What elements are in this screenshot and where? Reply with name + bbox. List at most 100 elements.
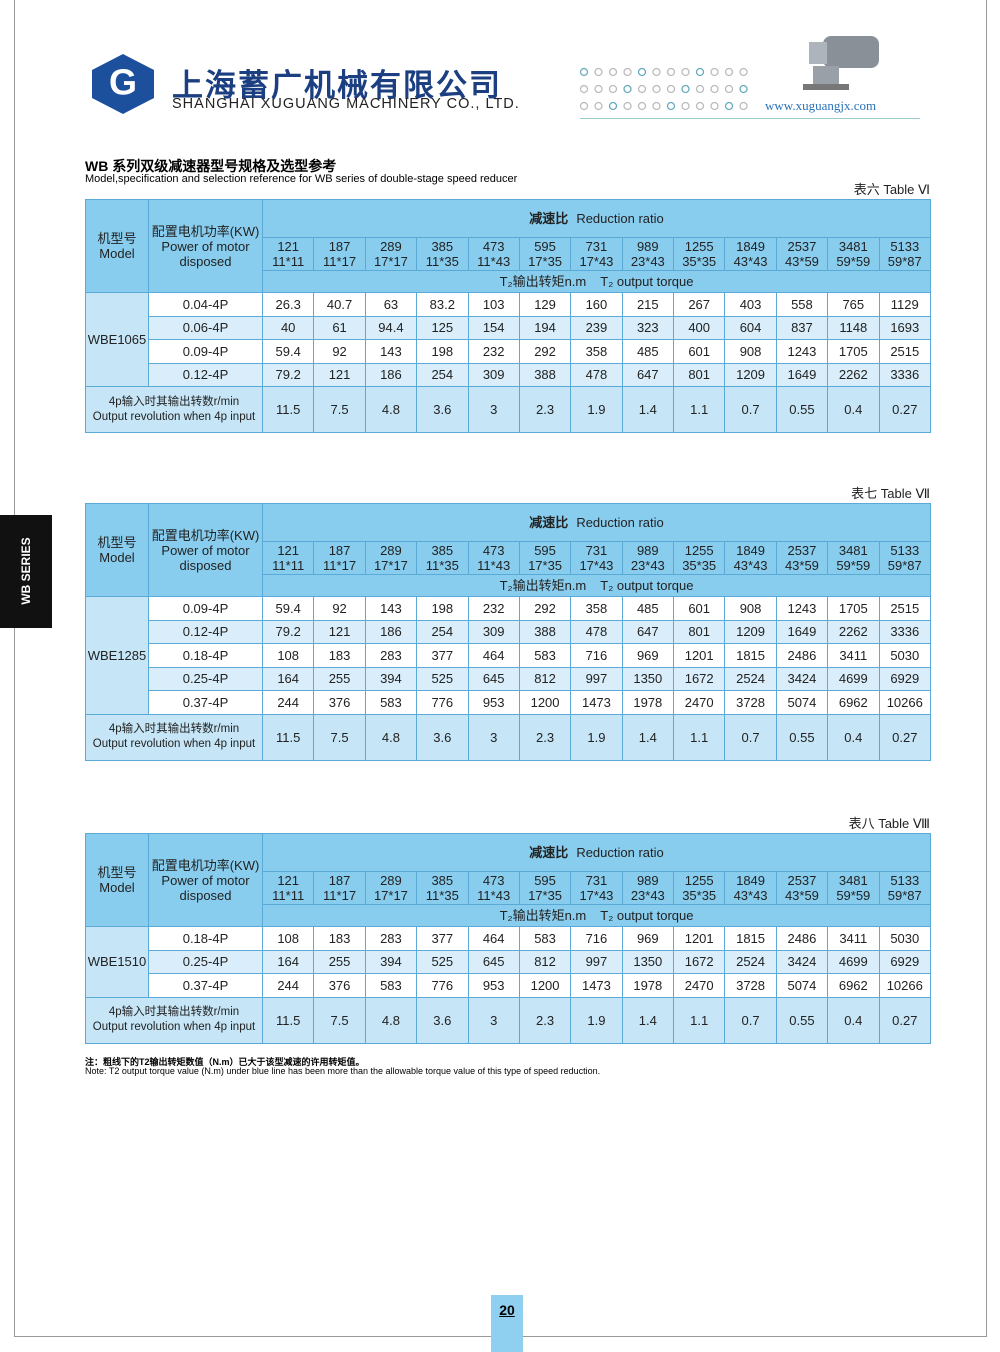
text: 473 [482, 873, 505, 888]
ratio-cell: 385 11*35 [416, 541, 469, 575]
dot [710, 84, 719, 94]
torque-cell: 1672 [672, 666, 726, 691]
text: 43*43 [733, 254, 768, 269]
ratio-cell: 1849 43*43 [724, 237, 777, 271]
data-row: 0.12-4P 79.2 121 186 254 309 388 478 647 801 1209 1… [86, 362, 932, 387]
text: T₂输出转矩n.m [499, 578, 587, 593]
torque-cell: 478 [570, 619, 623, 644]
torque-cell: 997 [570, 666, 623, 691]
text: 289 [380, 543, 402, 558]
torque-cell: 485 [621, 339, 675, 364]
text: 机型号 [97, 231, 137, 246]
torque-cell: 583 [518, 643, 572, 668]
torque-cell: 59.4 [261, 339, 315, 364]
text: 989 [636, 873, 659, 888]
speed-cell: 1.9 [570, 713, 623, 761]
torque-cell: 292 [518, 339, 572, 364]
torque-cell: 997 [570, 949, 623, 974]
text: 473 [482, 239, 505, 254]
data-row: 0.12-4P 79.2 121 186 254 309 388 478 647 801 1209 1… [86, 619, 932, 644]
torque-cell: 583 [364, 973, 418, 998]
logo: G [92, 54, 154, 114]
ratio-cell: 2537 43*59 [775, 541, 829, 575]
torque-cell: 61 [313, 315, 366, 340]
torque-cell: 394 [364, 949, 418, 974]
torque-cell: 525 [416, 666, 469, 691]
text: 121 [277, 543, 300, 558]
torque-cell: 40 [261, 315, 315, 340]
text: 11*43 [477, 254, 511, 269]
torque-cell: 953 [467, 973, 520, 998]
ratio-header: 减速比 Reduction ratio [261, 503, 932, 542]
torque-cell: 129 [518, 292, 572, 317]
ratio-cell: 595 17*35 [518, 871, 572, 905]
dot [579, 101, 589, 111]
data-row: 0.18-4P 108 183 283 377 464 583 716 969 1201 1815 2… [86, 643, 932, 668]
text: Model [99, 550, 135, 565]
speed-row: 4p输入时其输出转数r/min Output revolution when 4p… [85, 386, 932, 433]
ratio-cell: 989 23*43 [621, 541, 675, 575]
text: Power of motor disposed [161, 542, 250, 573]
torque-cell: 10266 [878, 973, 932, 998]
speed-cell: 1.1 [672, 386, 726, 433]
torque-cell: 6929 [878, 949, 932, 974]
text: 3481 [838, 873, 868, 888]
text: Reduction ratio [576, 845, 664, 860]
text: 11*11 [272, 254, 305, 269]
note-en: Note: T2 output torque value (N.m) under… [85, 1066, 601, 1076]
text: 1849 [736, 239, 766, 254]
power-cell: 0.25-4P [148, 949, 263, 974]
torque-cell: 26.3 [261, 292, 315, 317]
ratio-cell: 3481 59*59 [827, 237, 880, 271]
torque-cell: 645 [467, 949, 520, 974]
torque-cell: 1200 [518, 690, 572, 715]
text: 11*43 [477, 888, 511, 903]
torque-cell: 1705 [827, 596, 880, 621]
torque-cell: 5030 [878, 926, 932, 951]
torque-cell: 154 [467, 315, 520, 340]
speed-cell: 1.4 [621, 713, 675, 761]
model-header: 机型号 Model [85, 199, 149, 293]
power-cell: 0.37-4P [148, 690, 263, 715]
dot [608, 101, 618, 111]
torque-cell: 2524 [724, 949, 777, 974]
speed-header: 4p输入时其输出转数r/min Output revolution when 4p… [85, 386, 263, 433]
text: 配置电机功率(KW) [151, 527, 260, 543]
dot [739, 101, 748, 111]
ratio-cell: 1255 35*35 [672, 871, 726, 905]
text: 4p输入时其输出转数r/min [108, 1006, 240, 1018]
torque-cell: 388 [518, 362, 572, 387]
dot [637, 101, 647, 111]
torque-cell: 1209 [724, 619, 777, 644]
text: 17*43 [579, 254, 614, 269]
torque-cell: 812 [518, 666, 572, 691]
text: 3481 [838, 543, 868, 558]
torque-cell: 3424 [775, 666, 829, 691]
text: T₂ output torque [600, 578, 694, 593]
torque-cell: 400 [672, 315, 726, 340]
speed-cell: 1.9 [570, 386, 623, 433]
text: 43*43 [733, 558, 768, 573]
dot [652, 101, 661, 111]
speed-header: 4p输入时其输出转数r/min Output revolution when 4p… [85, 713, 263, 761]
table-wrap: 机型号 Model 配置电机功率(KW) Power of motor dispose… [85, 833, 932, 1044]
text: 11*11 [272, 558, 305, 573]
side-tab-text: WB SERIES [19, 537, 33, 605]
torque-cell: 485 [621, 596, 675, 621]
text: 43*43 [733, 888, 768, 903]
dot [666, 67, 676, 77]
power-cell: 0.25-4P [148, 666, 263, 691]
ratio-cell: 2537 43*59 [775, 237, 829, 271]
ratio-cell: 731 17*43 [570, 237, 623, 271]
torque-cell: 254 [416, 362, 469, 387]
dot [666, 101, 676, 111]
text: 59*59 [836, 888, 871, 903]
text: T₂输出转矩n.m [499, 274, 587, 289]
text: 减速比 [529, 515, 569, 530]
ratio-cell: 1849 43*43 [724, 541, 777, 575]
text: 289 [380, 239, 402, 254]
text: 减速比 [529, 845, 569, 860]
text: 1849 [736, 873, 766, 888]
data-row: WBE1065 0.04-4P 26.3 40.7 63 83.2 103 129 160 215… [85, 292, 932, 387]
text: T₂ output torque [600, 274, 694, 289]
